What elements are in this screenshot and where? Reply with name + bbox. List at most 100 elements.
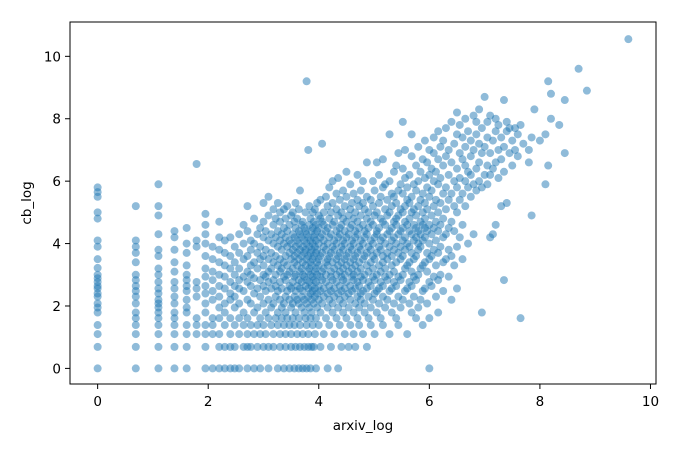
scatter-point [486,170,495,179]
scatter-point [182,330,191,339]
scatter-point [192,321,201,330]
scatter-point [392,282,401,291]
scatter-point [170,227,179,236]
scatter-point [342,314,351,323]
scatter-point [427,211,436,220]
scatter-point [447,117,456,126]
scatter-point [441,205,450,214]
scatter-point [264,211,273,220]
scatter-point [93,330,102,339]
scatter-point [220,308,229,317]
scatter-point [318,139,327,148]
scatter-point [325,183,334,192]
scatter-point [366,303,375,312]
scatter-point [182,295,191,304]
scatter-point [488,136,497,145]
scatter-point [131,314,140,323]
scatter-point [243,227,252,236]
x-tick-label: 6 [425,394,434,410]
scatter-point [414,177,423,186]
scatter-point [220,321,229,330]
scatter-point [464,239,473,248]
scatter-point [316,308,325,317]
scatter-point [154,211,163,220]
scatter-point [220,284,229,293]
y-tick-label: 10 [44,49,61,65]
scatter-point [535,136,544,145]
y-axis-label: cb_log [19,181,35,224]
scatter-point [246,282,255,291]
scatter-point [239,287,248,295]
scatter-point [253,342,262,351]
scatter-point [409,292,418,301]
scatter-point [360,299,369,308]
scatter-point [182,239,191,248]
scatter-point [131,308,140,317]
scatter-point [261,330,270,339]
scatter-point [288,208,297,217]
scatter-point [502,199,511,207]
scatter-point [447,252,456,261]
scatter-point [362,230,371,239]
scatter-point [349,189,358,198]
scatter-point [394,149,403,158]
scatter-point [253,321,262,330]
scatter-point [154,314,163,323]
scatter-point [405,214,414,223]
scatter-point [480,92,489,101]
scatter-point [342,167,351,176]
plot-frame [69,21,657,385]
scatter-point [508,136,517,145]
scatter-point [304,330,313,339]
scatter-point [332,189,341,198]
scatter-point [215,292,224,301]
scatter-point [624,35,633,44]
scatter-point [201,209,210,218]
scatter-point [93,299,102,308]
scatter-point [230,270,239,279]
scatter-point [170,284,179,293]
scatter-point [398,252,407,261]
scatter-point [239,321,248,330]
scatter-point [405,199,414,207]
scatter-point [182,282,191,291]
scatter-point [131,258,140,267]
scatter-point [480,142,489,151]
scatter-point [131,282,140,291]
scatter-point [220,272,229,281]
scatter-point [93,255,102,264]
scatter-point [328,308,337,317]
scatter-point [444,170,453,179]
scatter-point [208,364,217,373]
scatter-point [414,202,423,211]
scatter-point [427,252,436,261]
scatter-point [414,303,423,312]
scatter-point [381,303,390,312]
scatter-point [239,239,248,248]
scatter-point [340,330,349,339]
scatter-point [362,158,371,167]
scatter-point [436,199,445,207]
scatter-point [131,292,140,301]
scatter-point [458,220,467,229]
scatter-point [306,364,315,373]
scatter-point [277,314,286,323]
scatter-point [230,321,239,330]
scatter-point [420,214,429,223]
scatter-point [427,230,436,239]
scatter-point [425,364,434,373]
scatter-point [201,252,210,261]
scatter-point [250,330,259,339]
scatter-point [441,183,450,192]
scatter-point [439,136,448,145]
scatter-point [385,330,394,339]
x-tick-label: 2 [204,394,213,410]
scatter-point [294,314,303,323]
scatter-point [469,111,478,120]
scatter-point [269,330,278,339]
scatter-point [452,208,461,217]
scatter-point [312,364,321,373]
scatter-point [246,245,255,254]
scatter-point [154,295,163,304]
scatter-point [154,277,163,286]
